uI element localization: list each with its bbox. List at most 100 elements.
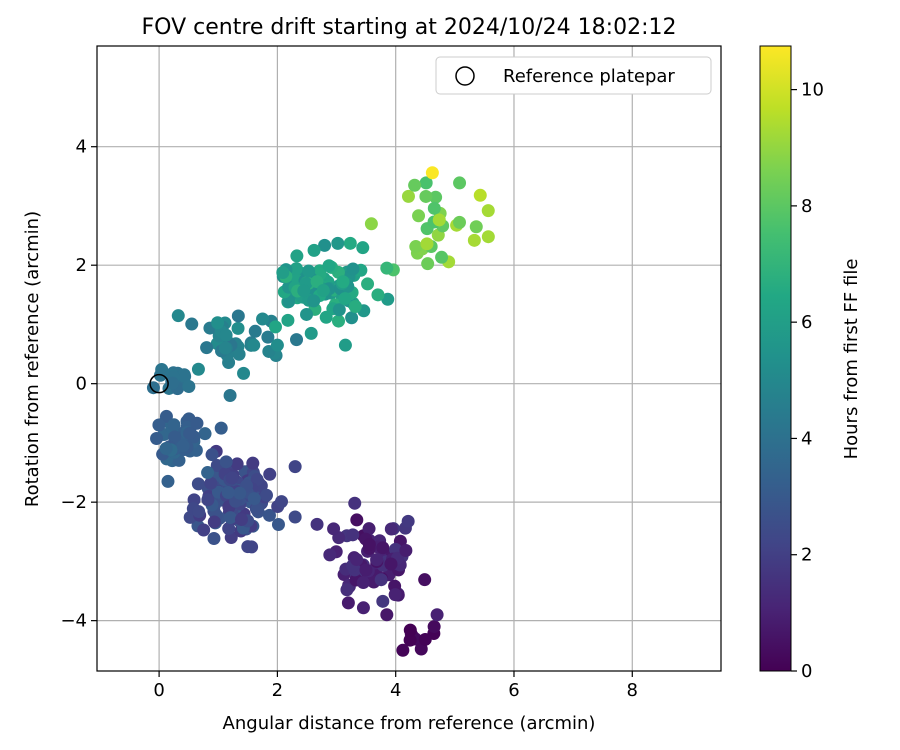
data-point [408, 178, 422, 192]
data-point [281, 313, 295, 327]
data-point [361, 277, 375, 291]
data-point [419, 176, 433, 190]
legend: Reference platepar [435, 56, 712, 95]
colorbar-tick-label: 2 [801, 545, 812, 566]
y-tick-label: 0 [76, 374, 87, 395]
data-point [376, 541, 390, 555]
grid [97, 46, 721, 671]
data-point [307, 294, 321, 308]
data-point [331, 236, 345, 250]
data-point [302, 264, 316, 278]
data-point [204, 476, 218, 490]
data-point [246, 456, 260, 470]
data-point [200, 341, 214, 355]
data-point [211, 316, 225, 330]
colorbar-label: Hours from first FF file [841, 259, 862, 460]
y-tick-label: −4 [60, 611, 87, 632]
data-point [364, 217, 378, 231]
data-point [247, 492, 261, 506]
data-point [231, 321, 245, 335]
data-point [166, 376, 180, 390]
data-point [427, 620, 441, 634]
data-point [452, 215, 466, 229]
reference-platepar-marker [149, 373, 169, 394]
data-point [231, 309, 245, 323]
x-axis-ticks: 0 2 4 6 8 [153, 671, 638, 701]
data-point [260, 488, 274, 502]
colorbar-tick-label: 4 [801, 428, 812, 449]
data-point [198, 427, 212, 441]
data-point [409, 240, 423, 254]
data-point [233, 486, 247, 500]
data-point [159, 441, 173, 455]
data-point [192, 505, 206, 519]
data-point [429, 190, 443, 204]
data-point [341, 596, 355, 610]
data-point [370, 553, 384, 567]
legend-marker-icon [455, 66, 475, 86]
y-tick-label: −2 [60, 492, 87, 513]
chart-title: FOV centre drift starting at 2024/10/24 … [142, 15, 677, 40]
data-point [362, 537, 376, 551]
data-point [374, 573, 388, 587]
data-point [183, 426, 197, 440]
data-point [359, 563, 373, 577]
data-point [218, 341, 232, 355]
data-point [403, 623, 417, 637]
data-point [282, 295, 296, 309]
data-point [191, 362, 205, 376]
data-point [338, 338, 352, 352]
data-point [421, 257, 435, 271]
data-point [332, 314, 346, 328]
y-tick-label: 2 [76, 255, 87, 276]
data-point [274, 495, 288, 509]
plot-frame [96, 45, 722, 672]
colorbar-tick-label: 10 [801, 80, 824, 101]
data-point [297, 284, 311, 298]
data-point [191, 477, 205, 491]
data-point [340, 583, 354, 597]
data-point [418, 632, 432, 646]
data-point [250, 502, 264, 516]
data-point [178, 369, 192, 383]
data-point [207, 532, 221, 546]
data-point [270, 338, 284, 352]
data-point [399, 543, 413, 557]
data-point [201, 493, 215, 507]
data-point [150, 432, 164, 446]
data-point [168, 430, 182, 444]
x-tick-label: 8 [627, 680, 638, 701]
data-point [396, 643, 410, 657]
data-point [427, 201, 441, 215]
data-point [473, 188, 487, 202]
colorbar [759, 45, 792, 672]
data-point [350, 513, 364, 527]
data-point [469, 220, 483, 234]
data-point [316, 283, 330, 297]
x-tick-label: 6 [508, 680, 519, 701]
data-point [288, 460, 302, 474]
data-point [322, 259, 336, 273]
data-point [419, 189, 433, 203]
data-point [263, 467, 277, 481]
data-point [327, 522, 341, 536]
data-point [384, 557, 398, 571]
data-point [388, 588, 402, 602]
data-point [356, 241, 370, 255]
y-axis-label: Rotation from reference (arcmin) [22, 211, 43, 507]
data-point [152, 418, 166, 432]
data-point [167, 418, 181, 432]
data-point [290, 249, 304, 263]
data-point [338, 292, 352, 306]
x-tick-label: 4 [390, 680, 401, 701]
data-point [261, 330, 275, 344]
data-point [380, 261, 394, 275]
data-point [290, 333, 304, 347]
data-point [467, 233, 481, 247]
data-point [336, 275, 350, 289]
data-point [432, 213, 446, 227]
data-point [207, 515, 221, 529]
data-point [159, 409, 173, 423]
colorbar-tick-label: 6 [801, 312, 812, 333]
data-point [230, 457, 244, 471]
